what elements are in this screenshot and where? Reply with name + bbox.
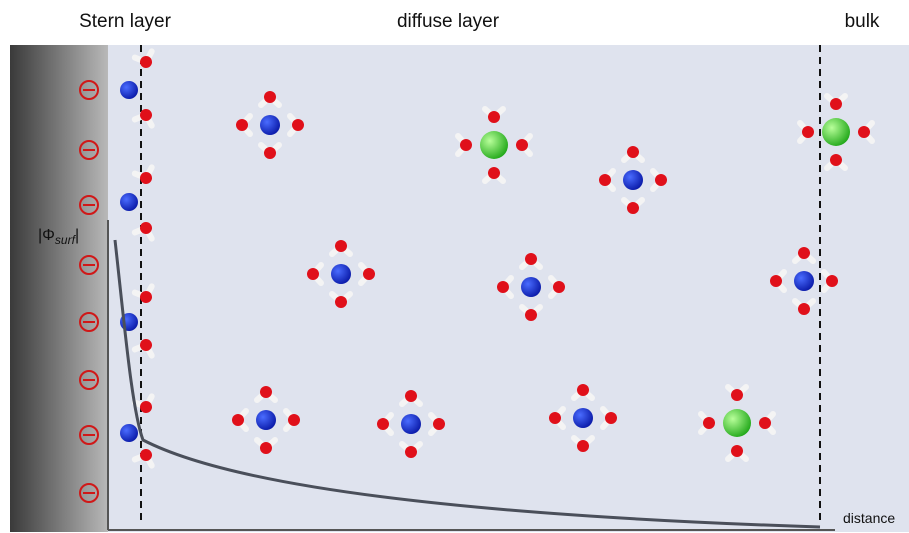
oxygen	[830, 98, 842, 110]
adsorbed-ion	[120, 81, 138, 99]
blue-ion	[260, 115, 280, 135]
green-ion	[723, 409, 751, 437]
oxygen	[497, 281, 509, 293]
green-ion	[480, 131, 508, 159]
blue-ion	[573, 408, 593, 428]
adsorbed-ion	[120, 193, 138, 211]
oxygen	[770, 275, 782, 287]
diffuse-label: diffuse layer	[397, 11, 500, 32]
oxygen	[553, 281, 565, 293]
oxygen	[264, 91, 276, 103]
oxygen	[232, 414, 244, 426]
oxygen	[307, 268, 319, 280]
oxygen	[525, 253, 537, 265]
oxygen	[802, 126, 814, 138]
oxygen	[655, 174, 667, 186]
blue-ion	[401, 414, 421, 434]
oxygen	[264, 147, 276, 159]
oxygen	[605, 412, 617, 424]
bulk-label: bulk	[845, 11, 880, 32]
oxygen	[405, 390, 417, 402]
oxygen	[260, 386, 272, 398]
distance-label: distance	[843, 510, 895, 526]
oxygen	[798, 247, 810, 259]
oxygen	[549, 412, 561, 424]
oxygen	[525, 309, 537, 321]
oxygen	[830, 154, 842, 166]
oxygen	[260, 442, 272, 454]
oxygen	[405, 446, 417, 458]
oxygen	[236, 119, 248, 131]
oxygen	[627, 146, 639, 158]
potential-open: |Φ	[38, 227, 55, 244]
oxygen	[599, 174, 611, 186]
potential-close: |	[75, 227, 79, 244]
green-ion	[822, 118, 850, 146]
oxygen	[433, 418, 445, 430]
blue-ion	[256, 410, 276, 430]
oxygen	[488, 111, 500, 123]
oxygen	[577, 384, 589, 396]
oxygen	[363, 268, 375, 280]
electrode	[10, 45, 108, 532]
oxygen	[516, 139, 528, 151]
oxygen	[288, 414, 300, 426]
oxygen	[460, 139, 472, 151]
oxygen	[858, 126, 870, 138]
oxygen	[488, 167, 500, 179]
oxygen	[731, 389, 743, 401]
oxygen	[335, 296, 347, 308]
oxygen	[627, 202, 639, 214]
oxygen	[703, 417, 715, 429]
oxygen	[292, 119, 304, 131]
blue-ion	[794, 271, 814, 291]
edl-diagram: Stern layer diffuse layer bulk distance …	[0, 0, 909, 533]
oxygen	[577, 440, 589, 452]
oxygen	[798, 303, 810, 315]
blue-ion	[521, 277, 541, 297]
blue-ion	[331, 264, 351, 284]
oxygen	[826, 275, 838, 287]
blue-ion	[623, 170, 643, 190]
potential-sub: surf	[55, 233, 77, 247]
stern-label: Stern layer	[79, 11, 172, 32]
oxygen	[377, 418, 389, 430]
oxygen	[759, 417, 771, 429]
oxygen	[731, 445, 743, 457]
oxygen	[335, 240, 347, 252]
adsorbed-ion	[120, 424, 138, 442]
